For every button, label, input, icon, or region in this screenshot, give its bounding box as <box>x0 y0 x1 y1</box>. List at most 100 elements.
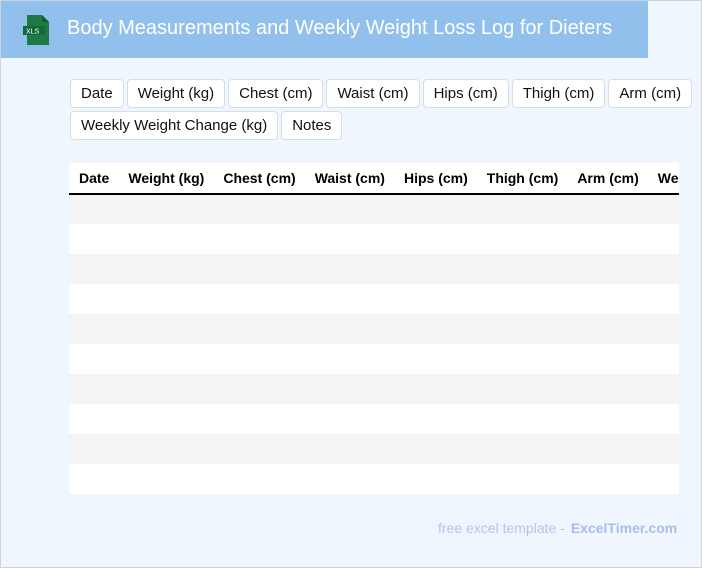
table-cell[interactable] <box>213 254 305 284</box>
table-cell[interactable] <box>647 224 679 254</box>
table-cell[interactable] <box>118 344 214 374</box>
column-header[interactable]: Waist (cm) <box>304 163 394 195</box>
table-cell[interactable] <box>647 344 679 374</box>
table-cell[interactable] <box>647 284 679 314</box>
table-cell[interactable] <box>118 224 214 254</box>
table-cell[interactable] <box>118 404 214 434</box>
table-row <box>69 344 679 374</box>
table-cell[interactable] <box>213 224 305 254</box>
table-cell[interactable] <box>118 314 214 344</box>
table-cell[interactable] <box>304 434 394 464</box>
table-cell[interactable] <box>393 314 477 344</box>
column-chip[interactable]: Weekly Weight Change (kg) <box>70 111 279 140</box>
table-cell[interactable] <box>304 344 394 374</box>
table-cell[interactable] <box>118 194 214 224</box>
table-cell[interactable] <box>476 434 568 464</box>
table-cell[interactable] <box>393 254 477 284</box>
table-cell[interactable] <box>476 344 568 374</box>
table-cell[interactable] <box>567 464 648 494</box>
table-cell[interactable] <box>567 314 648 344</box>
table-cell[interactable] <box>69 254 119 284</box>
table-cell[interactable] <box>118 434 214 464</box>
column-chip[interactable]: Date <box>70 79 124 108</box>
table-cell[interactable] <box>304 464 394 494</box>
table-cell[interactable] <box>118 464 214 494</box>
table-cell[interactable] <box>567 284 648 314</box>
column-chip[interactable]: Chest (cm) <box>228 79 324 108</box>
column-chip[interactable]: Thigh (cm) <box>511 79 606 108</box>
table-cell[interactable] <box>393 284 477 314</box>
table-cell[interactable] <box>118 254 214 284</box>
table-cell[interactable] <box>69 344 119 374</box>
column-header[interactable]: Date <box>69 163 119 195</box>
table-cell[interactable] <box>213 434 305 464</box>
table-cell[interactable] <box>304 374 394 404</box>
footer-brand-link[interactable]: ExcelTimer.com <box>570 520 678 536</box>
table-cell[interactable] <box>118 284 214 314</box>
table-cell[interactable] <box>213 344 305 374</box>
table-cell[interactable] <box>393 224 477 254</box>
table-cell[interactable] <box>304 284 394 314</box>
column-header[interactable]: Weekly Weight Change (kg) <box>647 163 679 195</box>
table-cell[interactable] <box>69 404 119 434</box>
table-cell[interactable] <box>476 404 568 434</box>
table-cell[interactable] <box>647 404 679 434</box>
table-cell[interactable] <box>304 194 394 224</box>
table-cell[interactable] <box>393 434 477 464</box>
table-cell[interactable] <box>69 194 119 224</box>
table-cell[interactable] <box>647 314 679 344</box>
table-cell[interactable] <box>476 464 568 494</box>
table-cell[interactable] <box>567 434 648 464</box>
table-cell[interactable] <box>213 464 305 494</box>
table-cell[interactable] <box>393 344 477 374</box>
table-cell[interactable] <box>647 254 679 284</box>
table-cell[interactable] <box>213 374 305 404</box>
table-cell[interactable] <box>476 194 568 224</box>
table-cell[interactable] <box>393 194 477 224</box>
column-chip[interactable]: Waist (cm) <box>326 79 420 108</box>
column-header[interactable]: Weight (kg) <box>118 163 214 195</box>
table-cell[interactable] <box>567 374 648 404</box>
table-cell[interactable] <box>567 344 648 374</box>
table-cell[interactable] <box>213 404 305 434</box>
table-cell[interactable] <box>647 464 679 494</box>
table-cell[interactable] <box>476 284 568 314</box>
table-cell[interactable] <box>567 254 648 284</box>
column-header[interactable]: Chest (cm) <box>213 163 305 195</box>
table-cell[interactable] <box>476 224 568 254</box>
column-chip[interactable]: Notes <box>281 111 343 140</box>
table-cell[interactable] <box>393 404 477 434</box>
table-cell[interactable] <box>647 194 679 224</box>
table-cell[interactable] <box>69 284 119 314</box>
table-cell[interactable] <box>304 314 394 344</box>
table-cell[interactable] <box>476 254 568 284</box>
column-chip[interactable]: Weight (kg) <box>126 79 226 108</box>
table-cell[interactable] <box>567 194 648 224</box>
column-header[interactable]: Arm (cm) <box>567 163 648 195</box>
table-cell[interactable] <box>69 374 119 404</box>
table-row <box>69 194 679 224</box>
table-cell[interactable] <box>476 374 568 404</box>
table-cell[interactable] <box>213 194 305 224</box>
table-cell[interactable] <box>304 254 394 284</box>
column-chip[interactable]: Arm (cm) <box>608 79 693 108</box>
table-cell[interactable] <box>213 284 305 314</box>
table-cell[interactable] <box>393 464 477 494</box>
table-cell[interactable] <box>393 374 477 404</box>
table-cell[interactable] <box>69 464 119 494</box>
table-cell[interactable] <box>647 374 679 404</box>
table-cell[interactable] <box>567 224 648 254</box>
table-cell[interactable] <box>304 224 394 254</box>
table-cell[interactable] <box>647 434 679 464</box>
column-header[interactable]: Thigh (cm) <box>476 163 568 195</box>
table-cell[interactable] <box>118 374 214 404</box>
table-cell[interactable] <box>213 314 305 344</box>
table-cell[interactable] <box>304 404 394 434</box>
column-chip[interactable]: Hips (cm) <box>422 79 509 108</box>
table-cell[interactable] <box>69 434 119 464</box>
table-cell[interactable] <box>476 314 568 344</box>
column-header[interactable]: Hips (cm) <box>393 163 477 195</box>
table-cell[interactable] <box>69 314 119 344</box>
table-cell[interactable] <box>567 404 648 434</box>
table-cell[interactable] <box>69 224 119 254</box>
